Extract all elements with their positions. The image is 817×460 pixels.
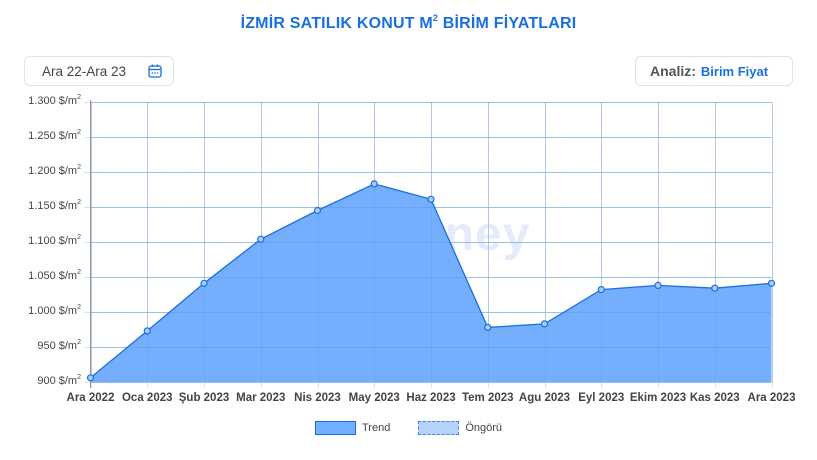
x-tick-label: Şub 2023: [178, 392, 230, 404]
y-tick-label: 1.300 $/m2: [28, 94, 81, 107]
x-tick-label: Mar 2023: [236, 392, 286, 404]
y-tick-label: 1.100 $/m2: [28, 234, 81, 247]
calendar-icon: [148, 64, 162, 78]
legend-label-trend[interactable]: Trend: [362, 422, 391, 434]
chart-title: İZMİR SATILIK KONUT M2 BİRİM FİYATLARI: [240, 13, 577, 32]
x-tick-label: Ekim 2023: [629, 392, 687, 404]
x-tick-label: Eyl 2023: [578, 392, 625, 404]
legend: Trend Öngörü: [315, 421, 502, 435]
date-range-label: Ara 22-Ara 23: [42, 63, 127, 79]
legend-swatch-trend[interactable]: [315, 421, 356, 435]
analysis-selector[interactable]: Analiz: Birim Fiyat: [635, 56, 793, 86]
x-tick-label: Ara 2022: [66, 392, 115, 404]
y-tick-label: 1.050 $/m2: [28, 269, 81, 282]
x-tick-label: Oca 2023: [121, 392, 173, 404]
y-tick-label: 1.250 $/m2: [28, 129, 81, 142]
analysis-value: Birim Fiyat: [700, 63, 769, 79]
x-tick-label: Kas 2023: [689, 392, 740, 404]
legend-label-ongoru[interactable]: Öngörü: [465, 422, 503, 434]
y-tick-label: 1.200 $/m2: [28, 164, 81, 177]
y-tick-label: 1.000 $/m2: [28, 304, 81, 317]
x-tick-label: Haz 2023: [406, 392, 456, 404]
analysis-label: Analiz:: [650, 63, 696, 79]
y-tick-label: 950 $/m2: [37, 339, 81, 352]
legend-swatch-ongoru[interactable]: [418, 421, 460, 435]
y-tick-label: 900 $/m2: [37, 374, 81, 387]
x-tick-label: Ara 2023: [747, 392, 796, 404]
y-tick-label: 1.150 $/m2: [28, 199, 81, 212]
x-tick-label: Tem 2023: [461, 392, 514, 404]
x-tick-label: Agu 2023: [518, 392, 571, 404]
x-tick-label: Nis 2023: [294, 392, 341, 404]
date-range-picker[interactable]: Ara 22-Ara 23: [24, 56, 174, 86]
x-tick-label: May 2023: [348, 392, 400, 404]
